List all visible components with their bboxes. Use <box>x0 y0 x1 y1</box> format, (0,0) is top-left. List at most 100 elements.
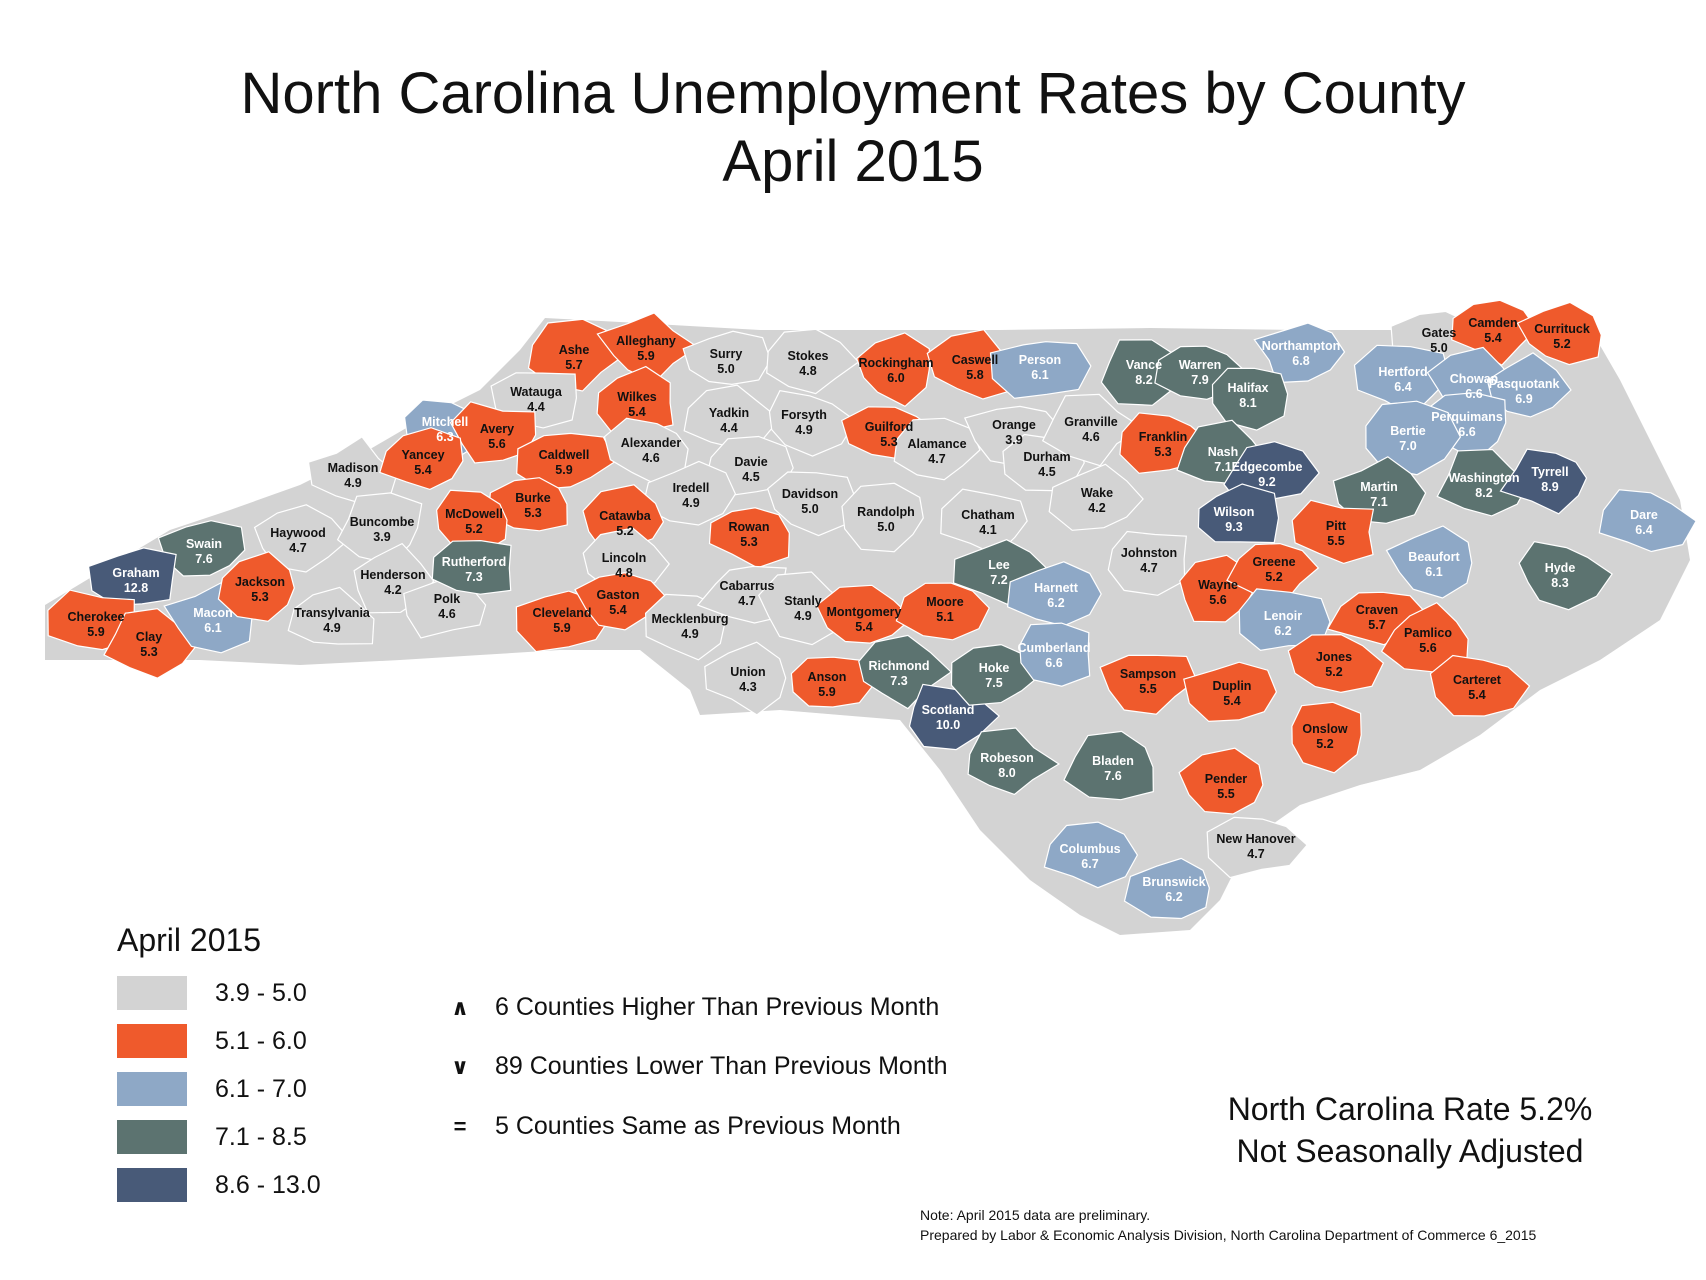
county-rate-label: 5.9 <box>553 621 570 635</box>
county-rate-label: 5.9 <box>818 685 835 699</box>
county-name-label: Lee <box>988 558 1010 572</box>
county-name-label: Wilkes <box>617 390 657 404</box>
county-region <box>1486 352 1572 418</box>
county-rate-label: 5.9 <box>87 625 104 639</box>
county-rate-label: 6.4 <box>1394 380 1411 394</box>
county-name-label: Martin <box>1360 480 1398 494</box>
county-name-label: Henderson <box>360 568 425 582</box>
county-name-label: Scotland <box>922 703 975 717</box>
county-rate-label: 4.7 <box>928 452 945 466</box>
county-rate-label: 4.6 <box>438 607 455 621</box>
county-rate-label: 4.8 <box>799 364 816 378</box>
county-rate-label: 6.1 <box>1031 368 1048 382</box>
county-name-label: Alamance <box>907 437 966 451</box>
county-region <box>103 607 200 679</box>
county-name-label: Robeson <box>980 751 1033 765</box>
county-name-label: Bladen <box>1092 754 1134 768</box>
county-rate-label: 5.6 <box>1209 593 1226 607</box>
county-name-label: Warren <box>1179 358 1222 372</box>
county-name-label: Stokes <box>788 349 829 363</box>
county-rate-label: 5.3 <box>251 590 268 604</box>
county-rate-label: 6.7 <box>1081 857 1098 871</box>
county-name-label: Caldwell <box>539 448 590 462</box>
county-name-label: Northampton <box>1262 339 1340 353</box>
county-name-label: Nash <box>1208 445 1239 459</box>
county-name-label: Orange <box>992 418 1036 432</box>
county-region <box>790 656 876 708</box>
county-name-label: Pender <box>1205 772 1248 786</box>
county-rate-label: 3.9 <box>373 530 390 544</box>
county-region <box>815 584 914 644</box>
county-name-label: Polk <box>434 592 460 606</box>
county-name-label: Lenoir <box>1264 609 1302 623</box>
county-rate-label: 6.2 <box>1165 890 1182 904</box>
county-region <box>1518 540 1613 611</box>
county-rate-label: 4.8 <box>615 566 632 580</box>
legend-item: 7.1 - 8.5 <box>117 1119 307 1155</box>
county-name-label: Surry <box>710 347 743 361</box>
county-rate-label: 3.9 <box>1005 433 1022 447</box>
county-rate-label: 5.5 <box>1139 682 1156 696</box>
county-region <box>1211 367 1289 431</box>
county-region <box>253 504 351 573</box>
county-name-label: Haywood <box>270 526 326 540</box>
county-rate-label: 6.0 <box>887 371 904 385</box>
county-region <box>157 520 246 577</box>
county-region <box>1006 561 1102 627</box>
county-rate-label: 4.9 <box>344 476 361 490</box>
county-rate-label: 6.1 <box>1425 565 1442 579</box>
county-name-label: Avery <box>480 422 514 436</box>
county-rate-label: 10.0 <box>936 718 960 732</box>
county-rate-label: 4.4 <box>527 400 544 414</box>
county-rate-label: 4.7 <box>1247 847 1264 861</box>
county-name-label: Washington <box>1448 471 1519 485</box>
legend-swatch <box>117 1072 187 1106</box>
legend-swatch <box>117 976 187 1010</box>
county-region <box>989 341 1092 399</box>
county-rate-label: 4.5 <box>742 470 759 484</box>
up-arrow-icon: ∧ <box>451 994 469 1020</box>
county-name-label: Bertie <box>1390 424 1425 438</box>
county-name-label: Rutherford <box>442 555 507 569</box>
county-name-label: Johnston <box>1121 546 1177 560</box>
change-lower: ∨ 89 Counties Lower Than Previous Month <box>445 1052 948 1081</box>
county-name-label: Cleveland <box>532 606 591 620</box>
county-name-label: Swain <box>186 537 222 551</box>
county-rate-label: 6.4 <box>1635 523 1652 537</box>
county-rate-label: 5.2 <box>465 522 482 536</box>
county-rate-label: 5.6 <box>1419 641 1436 655</box>
county-name-label: Gaston <box>596 588 639 602</box>
county-rate-label: 6.1 <box>204 621 221 635</box>
county-region <box>855 332 930 408</box>
legend-label: 3.9 - 5.0 <box>215 978 307 1007</box>
county-rate-label: 5.8 <box>966 368 983 382</box>
county-region <box>1041 393 1144 467</box>
county-rate-label: 6.9 <box>1515 392 1532 406</box>
county-rate-label: 4.2 <box>384 583 401 597</box>
county-region <box>1206 816 1308 879</box>
county-name-label: Clay <box>136 630 162 644</box>
legend-label: 6.1 - 7.0 <box>215 1074 307 1103</box>
county-name-label: Iredell <box>673 481 710 495</box>
county-name-label: Brunswick <box>1142 875 1205 889</box>
county-name-label: Greene <box>1252 555 1295 569</box>
county-name-label: Wayne <box>1198 578 1238 592</box>
county-region <box>1048 463 1144 531</box>
county-rate-label: 6.6 <box>1465 387 1482 401</box>
county-name-label: Pamlico <box>1404 626 1452 640</box>
county-name-label: Camden <box>1468 316 1517 330</box>
county-region <box>287 586 375 645</box>
legend-swatch <box>117 1168 187 1202</box>
legend-item: 6.1 - 7.0 <box>117 1071 307 1107</box>
change-lower-text: 89 Counties Lower Than Previous Month <box>495 1052 948 1080</box>
county-name-label: Macon <box>193 606 233 620</box>
county-rate-label: 5.5 <box>1217 787 1234 801</box>
county-name-label: Alexander <box>621 436 682 450</box>
county-rate-label: 5.0 <box>801 502 818 516</box>
county-rate-label: 5.4 <box>1484 331 1501 345</box>
county-region <box>766 328 860 395</box>
county-rate-label: 9.2 <box>1258 475 1275 489</box>
county-region <box>1197 483 1280 544</box>
county-rate-label: 4.3 <box>739 680 756 694</box>
county-region <box>217 551 295 622</box>
